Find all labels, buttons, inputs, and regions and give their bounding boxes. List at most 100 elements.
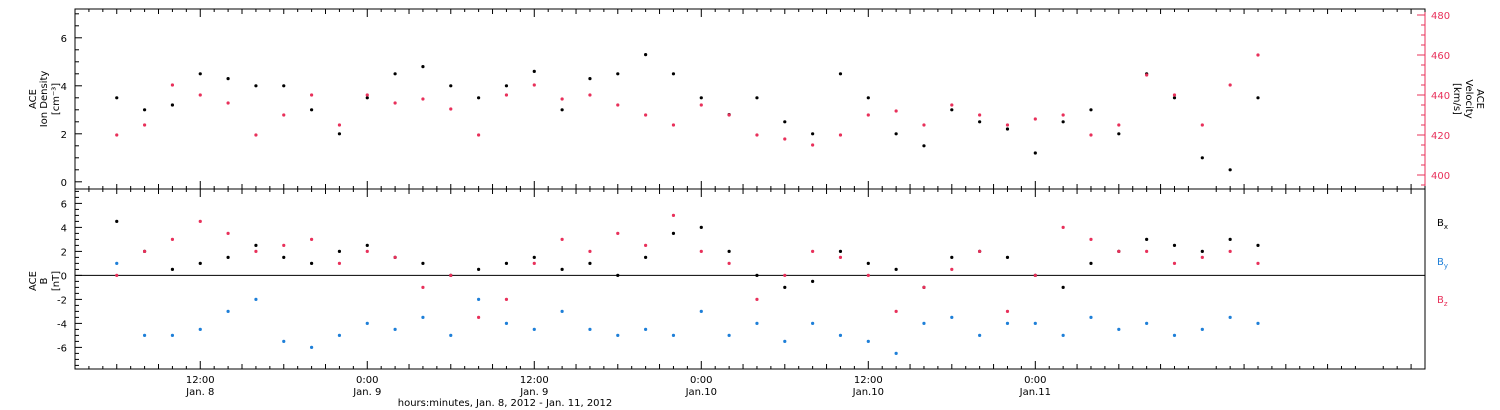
velocity-point [978, 113, 982, 117]
bz-point [1005, 309, 1010, 313]
bz-point [1256, 261, 1260, 265]
time-tick-date: Jan.10 [685, 387, 717, 398]
velocity-point [922, 123, 926, 127]
legend-by: By [1437, 257, 1448, 270]
bx-point [699, 225, 703, 229]
bz-point [616, 231, 620, 235]
by-point [365, 321, 369, 325]
velocity-point [115, 133, 119, 137]
bz-point [198, 219, 202, 223]
by-point [504, 321, 509, 325]
bx-point [1200, 249, 1204, 253]
bx-point [811, 279, 815, 283]
velocity-point [254, 133, 258, 137]
legend-bz-base: B [1437, 295, 1444, 306]
time-tick-label: 0:00 [356, 375, 378, 386]
bx-point [198, 261, 202, 265]
by-point [894, 351, 898, 355]
time-tick-label: 12:00 [854, 375, 883, 386]
velocity-point [644, 113, 648, 117]
top-panel-frame [74, 8, 1426, 190]
bz-point [504, 297, 509, 301]
velocity-point [282, 113, 286, 117]
density-point [671, 72, 676, 76]
bz-point [838, 255, 843, 259]
density-point [226, 77, 230, 81]
velocity-point [504, 93, 509, 97]
legend-bz: Bz [1437, 295, 1448, 308]
velocity-point [699, 103, 703, 107]
density-point [1228, 168, 1232, 172]
bx-point [309, 261, 314, 265]
by-point [477, 297, 481, 301]
time-tick-date: Jan.10 [852, 387, 884, 398]
velocity-point [393, 101, 397, 105]
bz-point [866, 273, 870, 277]
velocity-axis-ticks: 400 420 440 460 480 [1417, 11, 1450, 186]
density-point [170, 103, 175, 107]
bottom-panel-frame [74, 188, 1426, 370]
legend-by-sub: y [1444, 262, 1448, 270]
bz-point [226, 231, 230, 235]
velocity-point [1200, 123, 1204, 127]
time-tick-date: Jan. 9 [519, 387, 548, 398]
density-point [978, 120, 982, 124]
bx-point [365, 243, 369, 247]
bx-point [1061, 285, 1065, 289]
velocity-axis-label-line3: [km/s] [1451, 83, 1462, 115]
bx-point [727, 249, 731, 253]
density-point [532, 69, 536, 73]
b-axis-tick-label: 0 [61, 271, 67, 282]
bz-point [170, 237, 175, 241]
velocity-point [449, 107, 453, 111]
time-axis-label: hours:minutes, Jan. 8, 2012 - Jan. 11, 2… [398, 398, 613, 409]
by-point [755, 321, 759, 325]
legend-bx-sub: x [1444, 223, 1448, 231]
velocity-point [894, 109, 898, 113]
by-point [1117, 327, 1121, 331]
density-point [560, 108, 564, 112]
velocity-point [950, 103, 954, 107]
velocity-point [1172, 93, 1177, 97]
time-tick-label: 0:00 [690, 375, 712, 386]
bz-point [115, 273, 119, 277]
time-tick-label: 12:00 [186, 375, 215, 386]
by-point [866, 339, 870, 343]
density-axis-tick-label: 4 [61, 82, 67, 93]
by-point [226, 309, 230, 313]
velocity-axis-label-line2: Velocity [1463, 79, 1474, 118]
bx-point [644, 255, 648, 259]
bz-point [1117, 249, 1121, 253]
density-axis-tick-label: 6 [61, 34, 67, 45]
by-point [1172, 333, 1177, 337]
velocity-point [838, 133, 843, 137]
bz-point [1089, 237, 1093, 241]
by-point [1061, 333, 1065, 337]
by-point [560, 309, 564, 313]
bz-point [588, 249, 592, 253]
bx-point [504, 261, 509, 265]
by-point [198, 327, 202, 331]
bz-point [560, 237, 564, 241]
bx-point [170, 267, 175, 271]
density-point [504, 84, 509, 88]
velocity-point [1033, 117, 1037, 121]
by-point [1005, 321, 1010, 325]
density-point [811, 132, 815, 136]
density-point [950, 108, 954, 112]
bz-point [1200, 255, 1204, 259]
bz-point [894, 309, 898, 313]
by-point [254, 297, 258, 301]
b-axis-tick-label: -2 [57, 295, 67, 306]
bz-point [1145, 249, 1149, 253]
bx-point [477, 267, 481, 271]
b-axis-label-line2: B [39, 277, 50, 284]
top-panel-data [115, 53, 1260, 172]
density-point [1200, 156, 1204, 160]
density-point [309, 108, 314, 112]
bz-point [671, 213, 676, 217]
density-point [783, 120, 787, 124]
by-point [282, 339, 286, 343]
